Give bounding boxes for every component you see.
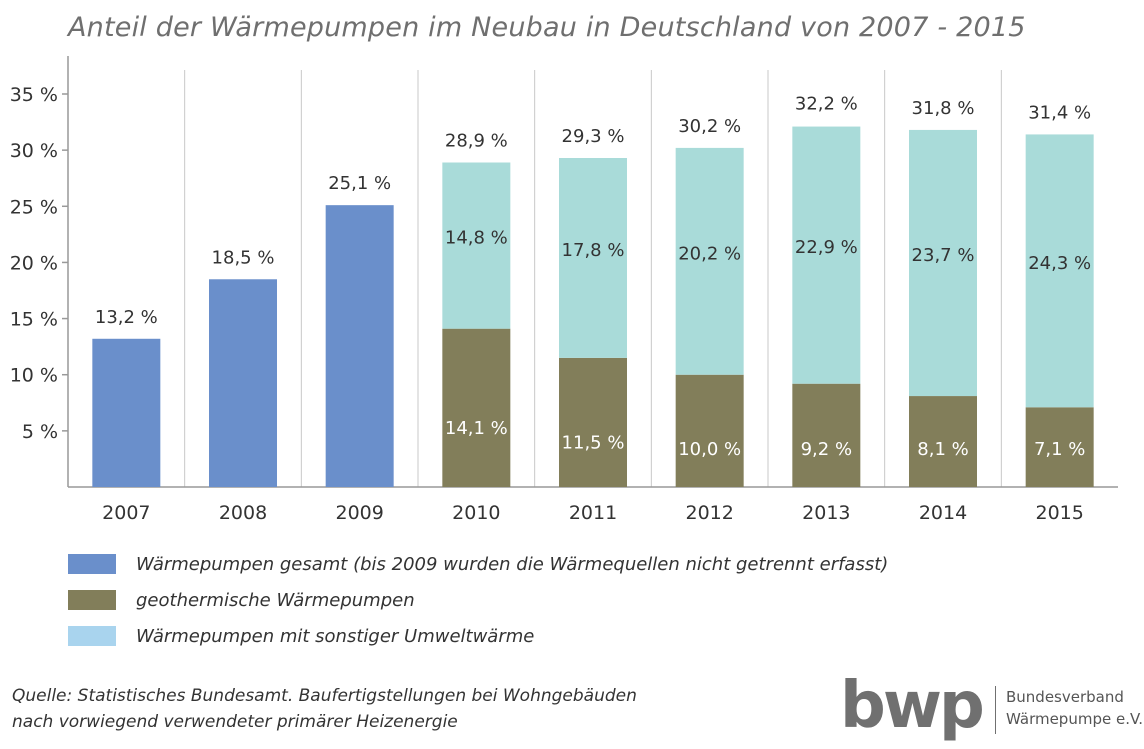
bar-total-label: 13,2 % (95, 307, 158, 328)
bar-segment (675, 374, 744, 487)
bar-total-label: 32,2 % (795, 93, 858, 114)
bar-value-label: 11,5 % (562, 432, 625, 453)
legend-item-umweltwaerme: Wärmepumpen mit sonstiger Umweltwärme (68, 618, 888, 654)
bar-value-label: 9,2 % (801, 439, 852, 460)
logo-text: Bundesverband Wärmepumpe e.V. (1006, 686, 1143, 730)
legend-label-umweltwaerme: Wärmepumpen mit sonstiger Umweltwärme (136, 625, 535, 647)
logo-mark: bwp (840, 669, 985, 743)
bar-total-label: 31,8 % (912, 98, 975, 119)
legend: Wärmepumpen gesamt (bis 2009 wurden die … (68, 546, 888, 654)
bar-total-label: 31,4 % (1028, 102, 1091, 123)
bar-total-label: 29,3 % (562, 126, 625, 147)
bwp-logo: bwp Bundesverband Wärmepumpe e.V. (840, 669, 1143, 743)
y-tick-label: 15 % (10, 309, 58, 331)
y-tick-label: 5 % (22, 421, 58, 443)
bar-segment (559, 357, 627, 487)
bar-segment (442, 162, 511, 329)
x-tick-label: 2010 (452, 502, 500, 524)
bar-value-label: 22,9 % (795, 237, 858, 258)
x-tick-label: 2014 (919, 502, 967, 524)
source-line-2: nach vorwiegend verwendeter primärer Hei… (12, 712, 458, 732)
bar-value-label: 7,1 % (1034, 439, 1085, 460)
bar-segment (675, 147, 744, 375)
bar-total-label: 28,9 % (445, 130, 508, 151)
bar-value-label: 24,3 % (1028, 253, 1091, 274)
legend-item-geothermisch: geothermische Wärmepumpen (68, 582, 888, 618)
bar-segment (442, 328, 511, 487)
bar-segment (559, 158, 627, 358)
bar-segment (792, 126, 861, 384)
y-tick-label: 10 % (10, 365, 58, 387)
bar-value-label: 20,2 % (678, 243, 741, 264)
bar-segment (1025, 407, 1094, 487)
bar-segment (209, 279, 277, 487)
x-tick-label: 2012 (685, 502, 733, 524)
bar-value-label: 8,1 % (917, 439, 968, 460)
x-tick-label: 2009 (335, 502, 383, 524)
y-tick-label: 35 % (10, 84, 58, 106)
bar-value-label: 14,8 % (445, 228, 508, 249)
logo-divider (995, 686, 996, 734)
bar-segment (909, 129, 977, 397)
y-tick-label: 30 % (10, 140, 58, 162)
bar-value-label: 23,7 % (912, 245, 975, 266)
legend-swatch-geothermisch (68, 590, 116, 610)
y-tick-label: 25 % (10, 196, 58, 218)
source-note: Quelle: Statistisches Bundesamt. Baufert… (12, 683, 637, 735)
x-tick-label: 2011 (569, 502, 617, 524)
x-tick-label: 2015 (1035, 502, 1083, 524)
bar-chart: 5 % 10 % 15 % 20 % 25 % 30 % 35 % 13,2 % 2007 18,… (10, 56, 1118, 524)
x-tick-label: 2013 (802, 502, 850, 524)
x-tick-label: 2008 (219, 502, 267, 524)
bar-value-label: 14,1 % (445, 418, 508, 439)
bar-value-label: 10,0 % (678, 439, 741, 460)
bar-segment (909, 396, 977, 487)
chart-title: Anteil der Wärmepumpen im Neubau in Deut… (68, 12, 1026, 43)
legend-swatch-umweltwaerme (68, 626, 116, 646)
legend-swatch-gesamt (68, 554, 116, 574)
logo-text-line-1: Bundesverband (1006, 688, 1124, 706)
bar-total-label: 30,2 % (678, 116, 741, 137)
logo-text-line-2: Wärmepumpe e.V. (1006, 710, 1144, 728)
legend-label-geothermisch: geothermische Wärmepumpen (136, 589, 415, 611)
bar-segment (1025, 134, 1094, 408)
source-line-1: Quelle: Statistisches Bundesamt. Baufert… (12, 686, 637, 706)
bar-segment (325, 205, 394, 488)
bar-total-label: 18,5 % (212, 247, 275, 268)
bar-total-label: 25,1 % (328, 173, 391, 194)
bar-segment (92, 338, 161, 487)
bar-segment (792, 383, 861, 487)
y-tick-label: 20 % (10, 252, 58, 274)
legend-item-gesamt: Wärmepumpen gesamt (bis 2009 wurden die … (68, 546, 888, 582)
legend-label-gesamt: Wärmepumpen gesamt (bis 2009 wurden die … (136, 553, 889, 575)
x-tick-label: 2007 (102, 502, 150, 524)
bar-value-label: 17,8 % (562, 240, 625, 261)
